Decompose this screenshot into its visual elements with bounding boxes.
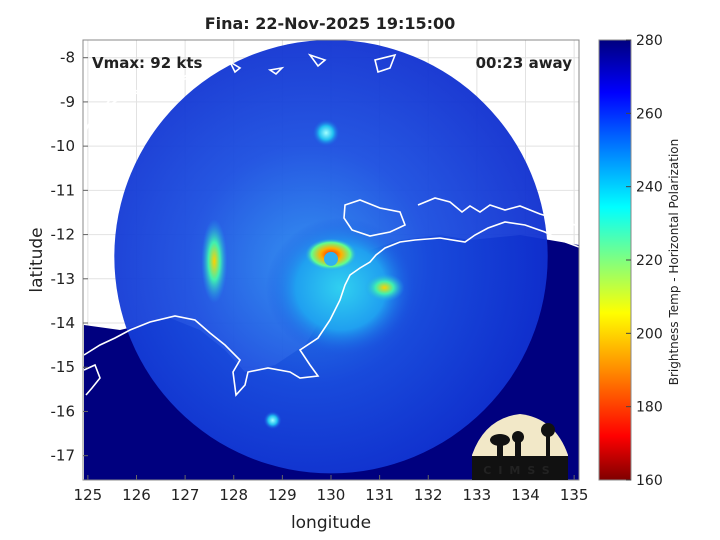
y-tick-label: -10 — [51, 137, 76, 155]
x-tick-label: 127 — [171, 486, 200, 504]
feature-convection-north — [312, 118, 341, 147]
colorbar-tick-label: 200 — [636, 326, 663, 342]
y-tick-label: -11 — [51, 181, 76, 199]
feature-eyewall-east — [364, 273, 405, 302]
feature-rainband-west — [201, 219, 228, 304]
x-tick-label: 135 — [560, 486, 589, 504]
y-tick-label: -13 — [51, 270, 76, 288]
x-tick-label: 133 — [463, 486, 492, 504]
coastlines — [83, 53, 579, 397]
vmax-label: Vmax: 92 kts — [92, 54, 202, 72]
x-axis-label: longitude — [291, 513, 371, 533]
coast-islets — [228, 53, 397, 76]
y-tick-label: -16 — [51, 402, 76, 420]
y-tick-label: -9 — [60, 93, 75, 111]
x-tick-label: 129 — [268, 486, 297, 504]
x-tick-label: 131 — [365, 486, 394, 504]
cimss-logo: CIMSS — [472, 414, 568, 480]
feature-convection-south — [263, 411, 282, 430]
x-tick-label: 130 — [317, 486, 346, 504]
y-tick-label: -17 — [51, 447, 76, 465]
chart-title: Fina: 22-Nov-2025 19:15:00 — [205, 14, 456, 33]
logo-text: CIMSS — [483, 464, 556, 477]
y-tick-label: -14 — [51, 314, 76, 332]
colorbar-ticks: 160 180 200 220 240 260 280 — [626, 33, 663, 489]
feature-eye — [324, 251, 338, 266]
colorbar-tick-label: 240 — [636, 180, 663, 196]
y-axis: -8 -9 -10 -11 -12 -13 -14 -15 -16 -17 — [51, 49, 88, 465]
colorbar-tick-label: 220 — [636, 253, 663, 269]
coast-tiwi — [343, 199, 407, 237]
x-tick-label: 132 — [414, 486, 443, 504]
x-axis: 125 126 127 128 129 130 131 132 133 134 135 — [74, 475, 589, 504]
data-layer — [84, 40, 579, 480]
colorbar-label: Brightness Temp - Horizontal Polarizatio… — [667, 139, 681, 386]
colorbar-tick-label: 280 — [636, 33, 663, 49]
x-tick-label: 134 — [511, 486, 540, 504]
colorbar-tick-label: 260 — [636, 106, 663, 122]
x-tick-label: 128 — [219, 486, 248, 504]
colorbar-tick-label: 160 — [636, 473, 663, 489]
colorbar-tick-label: 180 — [636, 400, 663, 416]
y-tick-label: -15 — [51, 358, 76, 376]
logo-silhouette — [472, 423, 568, 480]
storm-features — [201, 118, 405, 430]
coast-sw — [83, 363, 101, 396]
x-tick-label: 126 — [122, 486, 151, 504]
y-tick-label: -12 — [51, 226, 76, 244]
coast-east — [417, 197, 576, 226]
y-axis-label: latitude — [27, 227, 47, 292]
coast-north — [83, 61, 216, 136]
coast-darwin — [83, 221, 579, 397]
colorbar — [598, 39, 632, 481]
y-tick-label: -8 — [60, 49, 75, 67]
x-tick-label: 125 — [74, 486, 103, 504]
time-away-label: 00:23 away — [476, 54, 573, 72]
